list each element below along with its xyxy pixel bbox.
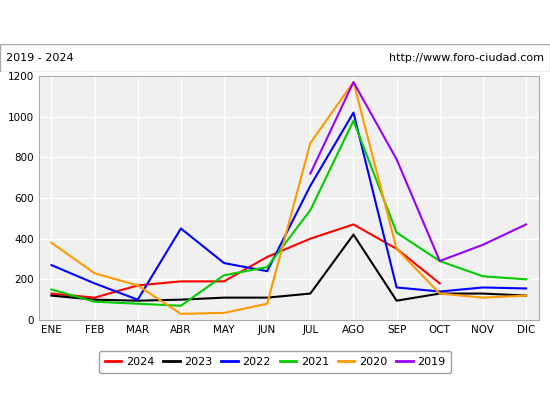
Text: http://www.foro-ciudad.com: http://www.foro-ciudad.com (389, 53, 544, 63)
Text: 2019 - 2024: 2019 - 2024 (6, 53, 73, 63)
Text: Evolucion Nº Turistas Nacionales en el municipio de Destriana: Evolucion Nº Turistas Nacionales en el m… (48, 16, 502, 32)
FancyBboxPatch shape (0, 44, 550, 72)
Legend: 2024, 2023, 2022, 2021, 2020, 2019: 2024, 2023, 2022, 2021, 2020, 2019 (99, 351, 451, 373)
